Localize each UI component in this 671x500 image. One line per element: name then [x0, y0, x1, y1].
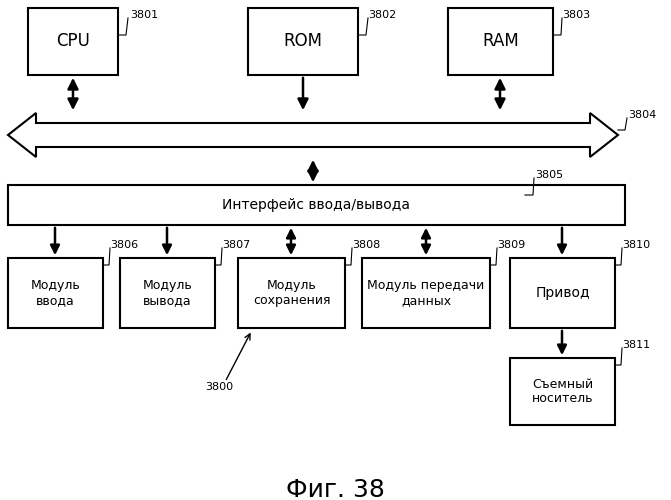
Text: CPU: CPU: [56, 32, 90, 50]
Text: Модуль передачи
данных: Модуль передачи данных: [368, 279, 484, 307]
Bar: [248, 8, 358, 75]
Text: Модуль
вывода: Модуль вывода: [143, 279, 193, 307]
Bar: [510, 258, 615, 328]
Bar: [362, 258, 490, 328]
Text: Модуль
сохранения: Модуль сохранения: [253, 279, 330, 307]
Text: RAM: RAM: [482, 32, 519, 50]
Text: ROM: ROM: [284, 32, 323, 50]
Text: 3803: 3803: [562, 10, 590, 20]
Bar: [120, 258, 215, 328]
Text: 3801: 3801: [130, 10, 158, 20]
Text: Фиг. 38: Фиг. 38: [286, 478, 385, 500]
Polygon shape: [8, 113, 618, 157]
Bar: [510, 358, 615, 425]
Bar: [238, 258, 345, 328]
Text: 3811: 3811: [622, 340, 650, 350]
Text: Съемный
носитель: Съемный носитель: [531, 378, 593, 406]
Text: 3802: 3802: [368, 10, 397, 20]
Text: 3807: 3807: [222, 240, 250, 250]
Text: 3800: 3800: [205, 382, 233, 392]
Bar: [8, 185, 625, 225]
Text: Модуль
ввода: Модуль ввода: [31, 279, 81, 307]
Text: Интерфейс ввода/вывода: Интерфейс ввода/вывода: [223, 198, 411, 212]
Bar: [28, 8, 118, 75]
Text: 3805: 3805: [535, 170, 563, 180]
Text: 3804: 3804: [628, 110, 656, 120]
Text: 3809: 3809: [497, 240, 525, 250]
Bar: [8, 258, 103, 328]
Text: Привод: Привод: [535, 286, 590, 300]
Bar: [448, 8, 553, 75]
Text: 3808: 3808: [352, 240, 380, 250]
Text: 3806: 3806: [110, 240, 138, 250]
Text: 3810: 3810: [622, 240, 650, 250]
